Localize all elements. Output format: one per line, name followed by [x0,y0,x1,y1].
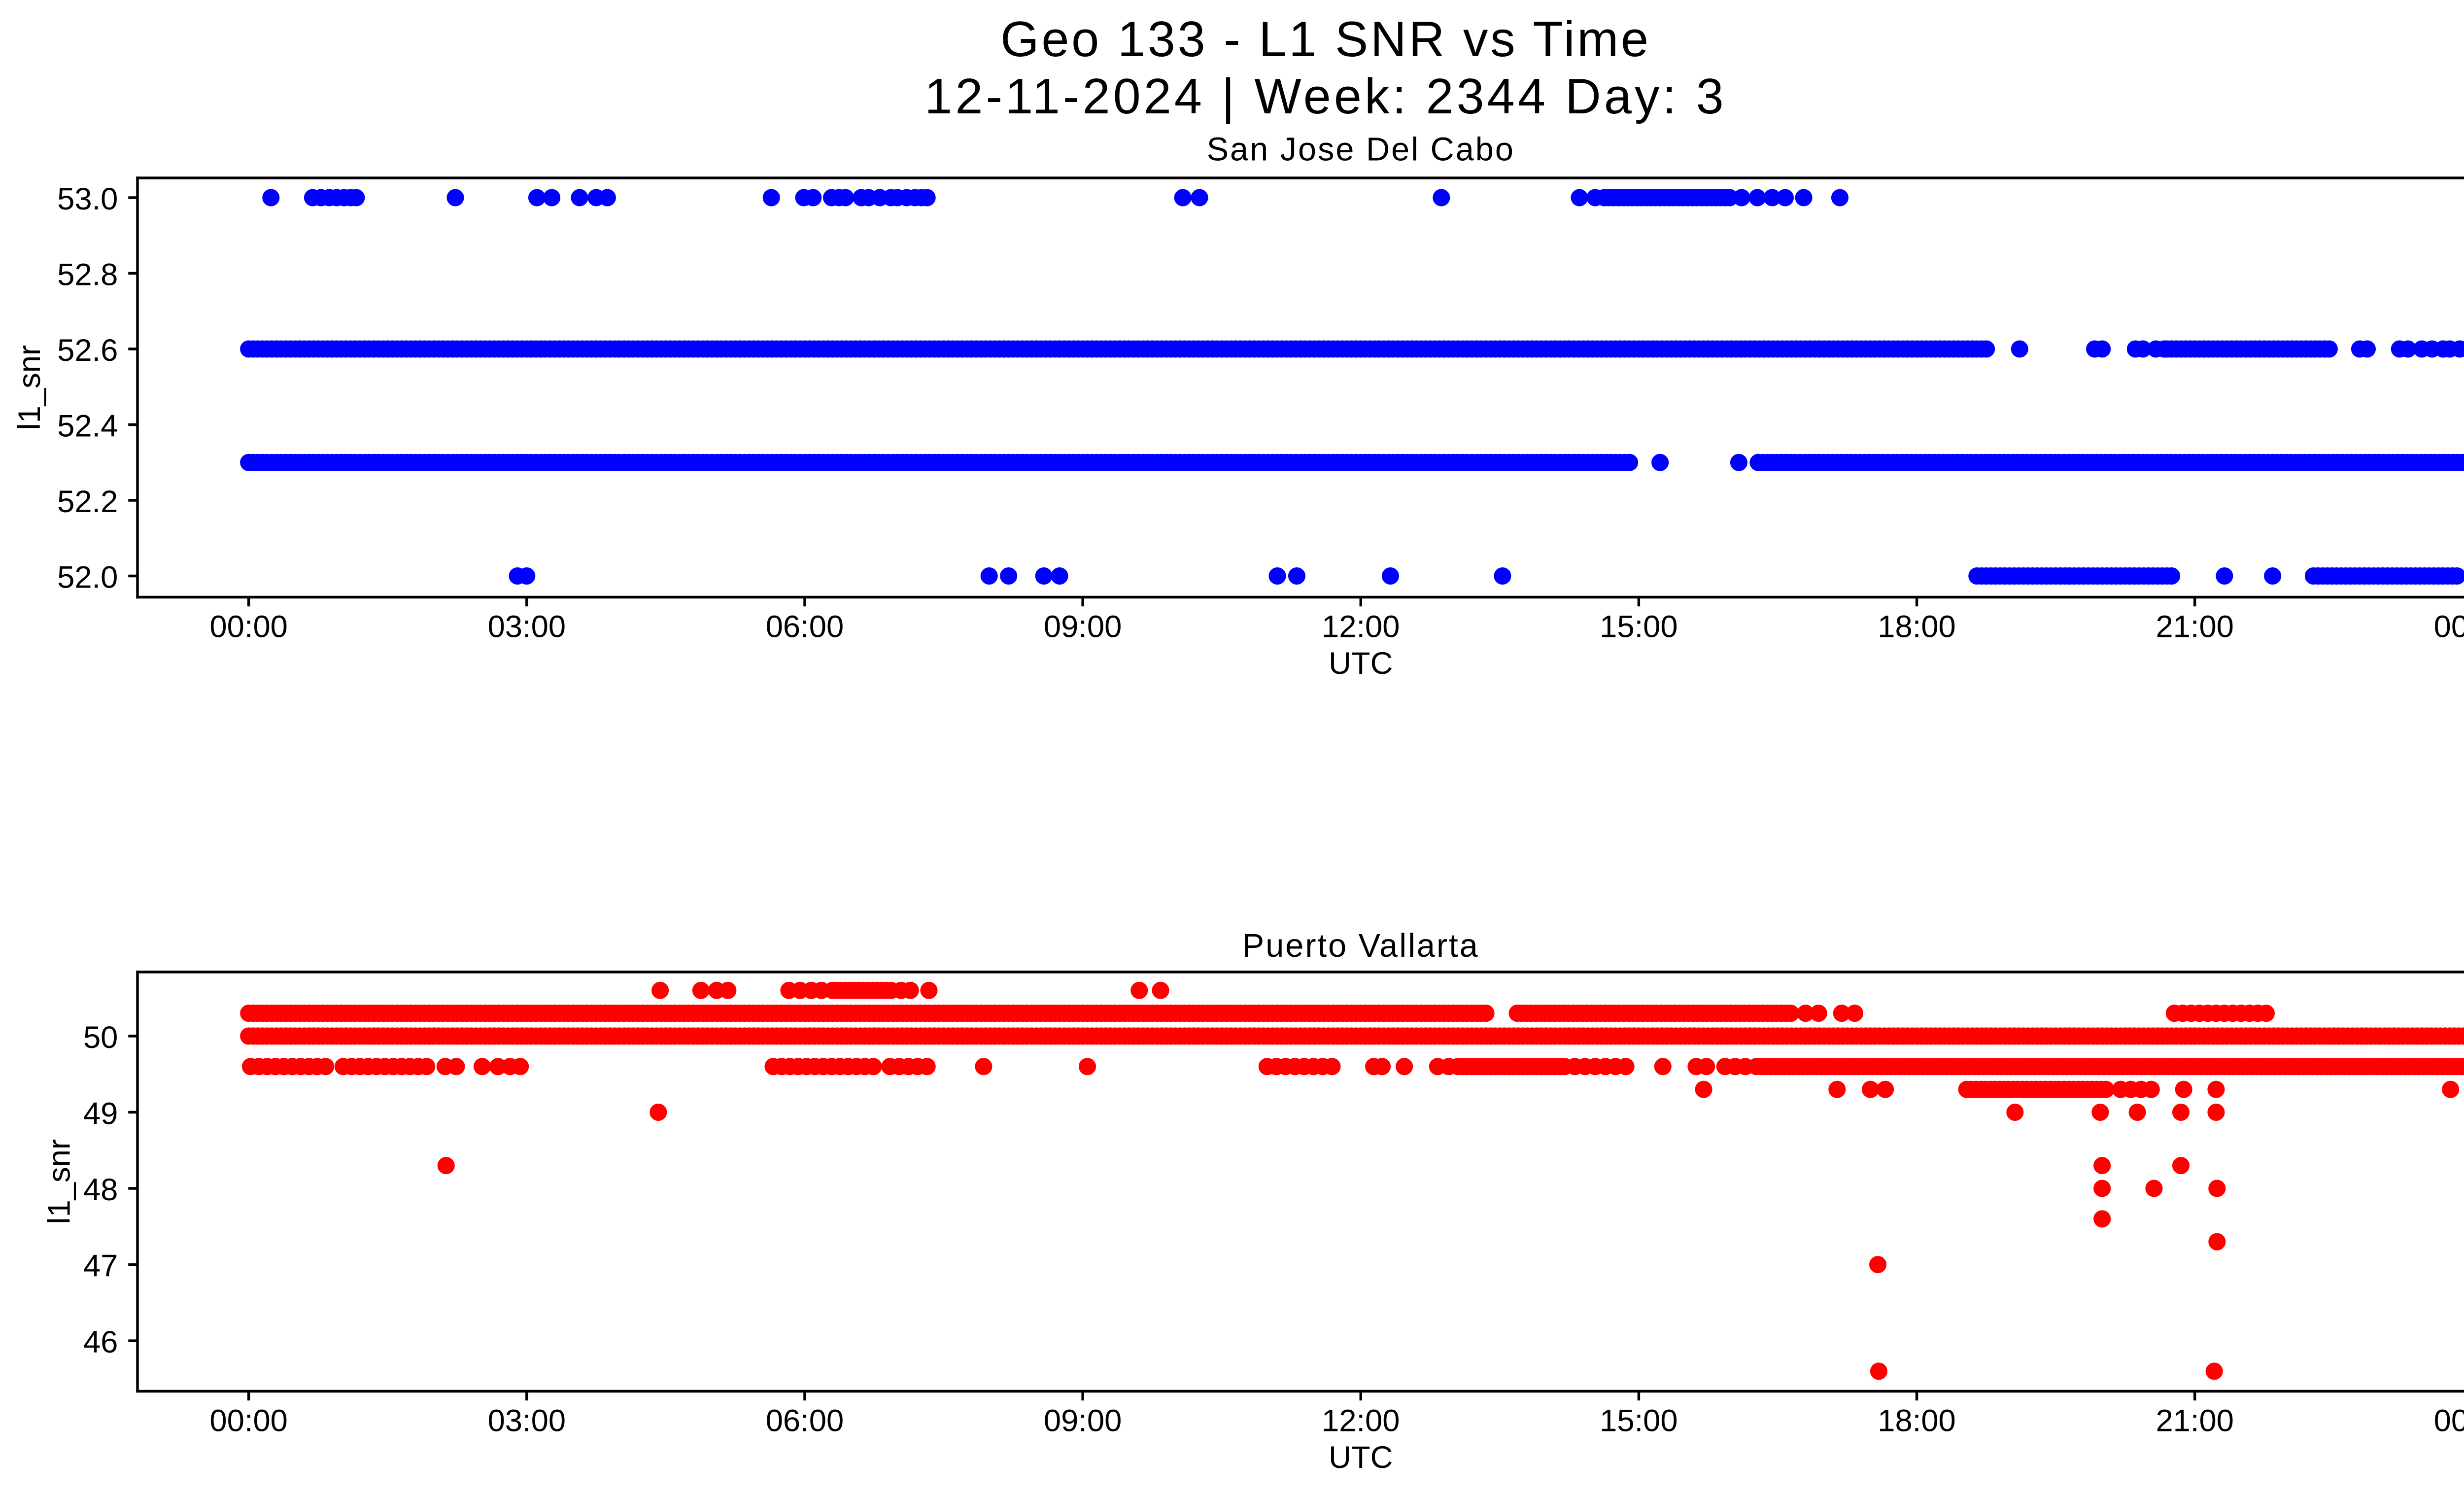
svg-text:47: 47 [83,1249,118,1284]
svg-text:l1_snr: l1_snr [42,1139,76,1224]
svg-text:50: 50 [83,1020,118,1055]
svg-text:12-11-2024 | Week: 2344 Day: 3: 12-11-2024 | Week: 2344 Day: 3 [924,69,1726,124]
svg-text:12:00: 12:00 [1322,1404,1400,1438]
svg-text:18:00: 18:00 [1878,610,1955,644]
svg-text:03:00: 03:00 [488,1404,566,1438]
svg-text:00:00: 00:00 [2434,610,2464,644]
svg-text:52.6: 52.6 [57,333,118,368]
svg-text:UTC: UTC [1329,646,1393,681]
svg-text:18:00: 18:00 [1878,1404,1955,1438]
svg-text:06:00: 06:00 [766,610,844,644]
svg-text:52.4: 52.4 [57,409,118,444]
svg-text:52.2: 52.2 [57,485,118,519]
svg-text:06:00: 06:00 [766,1404,844,1438]
svg-text:12:00: 12:00 [1322,610,1400,644]
svg-text:21:00: 21:00 [2156,1404,2233,1438]
svg-text:15:00: 15:00 [1600,610,1677,644]
svg-text:21:00: 21:00 [2156,610,2233,644]
svg-text:09:00: 09:00 [1044,1404,1122,1438]
svg-text:00:00: 00:00 [2434,1404,2464,1438]
svg-text:03:00: 03:00 [488,610,566,644]
svg-text:52.8: 52.8 [57,258,118,292]
svg-text:San Jose Del Cabo: San Jose Del Cabo [1207,132,1515,168]
svg-text:48: 48 [83,1173,118,1207]
svg-text:UTC: UTC [1329,1440,1393,1475]
svg-text:49: 49 [83,1097,118,1131]
svg-text:00:00: 00:00 [209,1404,287,1438]
svg-text:52.0: 52.0 [57,560,118,595]
svg-text:Puerto Vallarta: Puerto Vallarta [1242,928,1479,964]
svg-text:l1_snr: l1_snr [12,345,47,430]
svg-text:00:00: 00:00 [209,610,287,644]
svg-text:15:00: 15:00 [1600,1404,1677,1438]
svg-text:53.0: 53.0 [57,182,118,216]
svg-text:Geo 133 - L1 SNR vs Time: Geo 133 - L1 SNR vs Time [1000,12,1651,67]
svg-text:09:00: 09:00 [1044,610,1122,644]
svg-text:46: 46 [83,1325,118,1359]
